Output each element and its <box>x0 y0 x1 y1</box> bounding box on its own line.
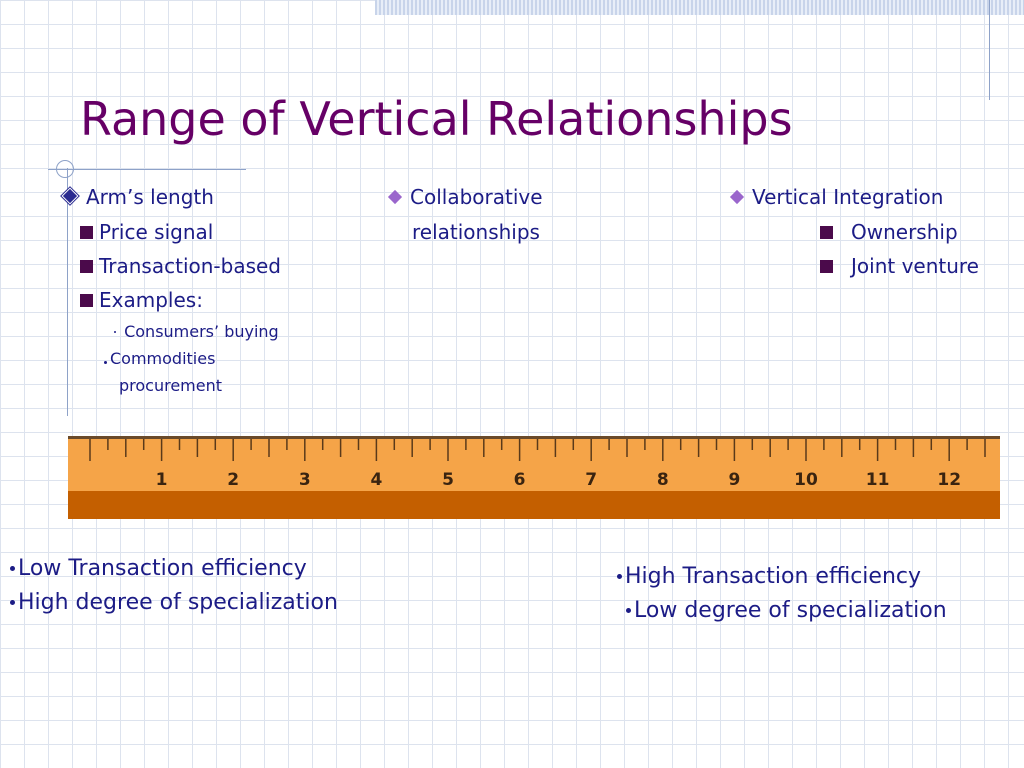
ruler-number: 11 <box>866 470 890 490</box>
heading: Arm’s length <box>61 185 214 209</box>
ruler-top <box>68 436 1000 439</box>
item: Transaction-based <box>80 254 281 278</box>
bullet <box>61 187 79 205</box>
title: Range of Vertical Relationships <box>80 92 793 146</box>
ruler-number: 9 <box>728 470 740 490</box>
note-text: High Transaction efficiency <box>625 564 922 589</box>
example: procurement <box>119 376 223 395</box>
note: High degree of specialization <box>10 590 338 615</box>
item-text: Examples: <box>99 288 203 312</box>
heading-text: Arm’s length <box>86 185 214 209</box>
note: Low degree of specialization <box>626 598 947 623</box>
ruler-number: 3 <box>299 470 311 490</box>
item: Joint venture <box>820 254 979 278</box>
ruler-number: 12 <box>937 470 961 490</box>
ruler-number: 6 <box>514 470 526 490</box>
item-text: Ownership <box>851 220 958 244</box>
heading-text: Vertical Integration <box>752 185 944 209</box>
note-text: Low Transaction efficiency <box>18 556 307 581</box>
item-text: Joint venture <box>851 254 979 278</box>
example-text: Consumers’ buying <box>124 322 279 341</box>
rule-line <box>48 169 246 170</box>
ruler-number: 4 <box>370 470 382 490</box>
heading: Vertical Integration <box>729 185 944 209</box>
rule-line <box>67 168 68 416</box>
ruler-number: 8 <box>657 470 669 490</box>
ruler-number: 5 <box>442 470 454 490</box>
ruler-number: 2 <box>227 470 239 490</box>
heading: Collaborative <box>387 185 543 209</box>
item-text: Transaction-based <box>99 254 282 278</box>
ruler: 1 2 3 4 5 6 7 8 9 10 11 12 <box>68 436 1000 519</box>
ruler-edge <box>68 491 1000 519</box>
ruler-number: 1 <box>156 470 168 490</box>
example: Consumers’ buying <box>114 322 279 341</box>
ruler-face <box>68 436 1000 492</box>
rule-circle <box>56 160 74 178</box>
item: Price signal <box>80 220 213 244</box>
example-text: Commodities <box>110 349 216 368</box>
ruler-number: 10 <box>794 470 818 490</box>
item: Examples: <box>80 288 203 312</box>
note: Low Transaction efficiency <box>10 556 307 581</box>
example: Commodities <box>104 349 215 368</box>
note: High Transaction efficiency <box>617 564 921 589</box>
ruler-number: 7 <box>585 470 597 490</box>
note-text: Low degree of specialization <box>634 598 947 623</box>
item-text: Price signal <box>99 220 214 244</box>
heading-text: Collaborative <box>410 185 543 209</box>
item: Ownership <box>820 220 958 244</box>
note-text: High degree of specialization <box>18 590 338 615</box>
heading: relationships <box>412 220 540 244</box>
top-band <box>375 0 1024 15</box>
rule-line <box>989 0 990 100</box>
